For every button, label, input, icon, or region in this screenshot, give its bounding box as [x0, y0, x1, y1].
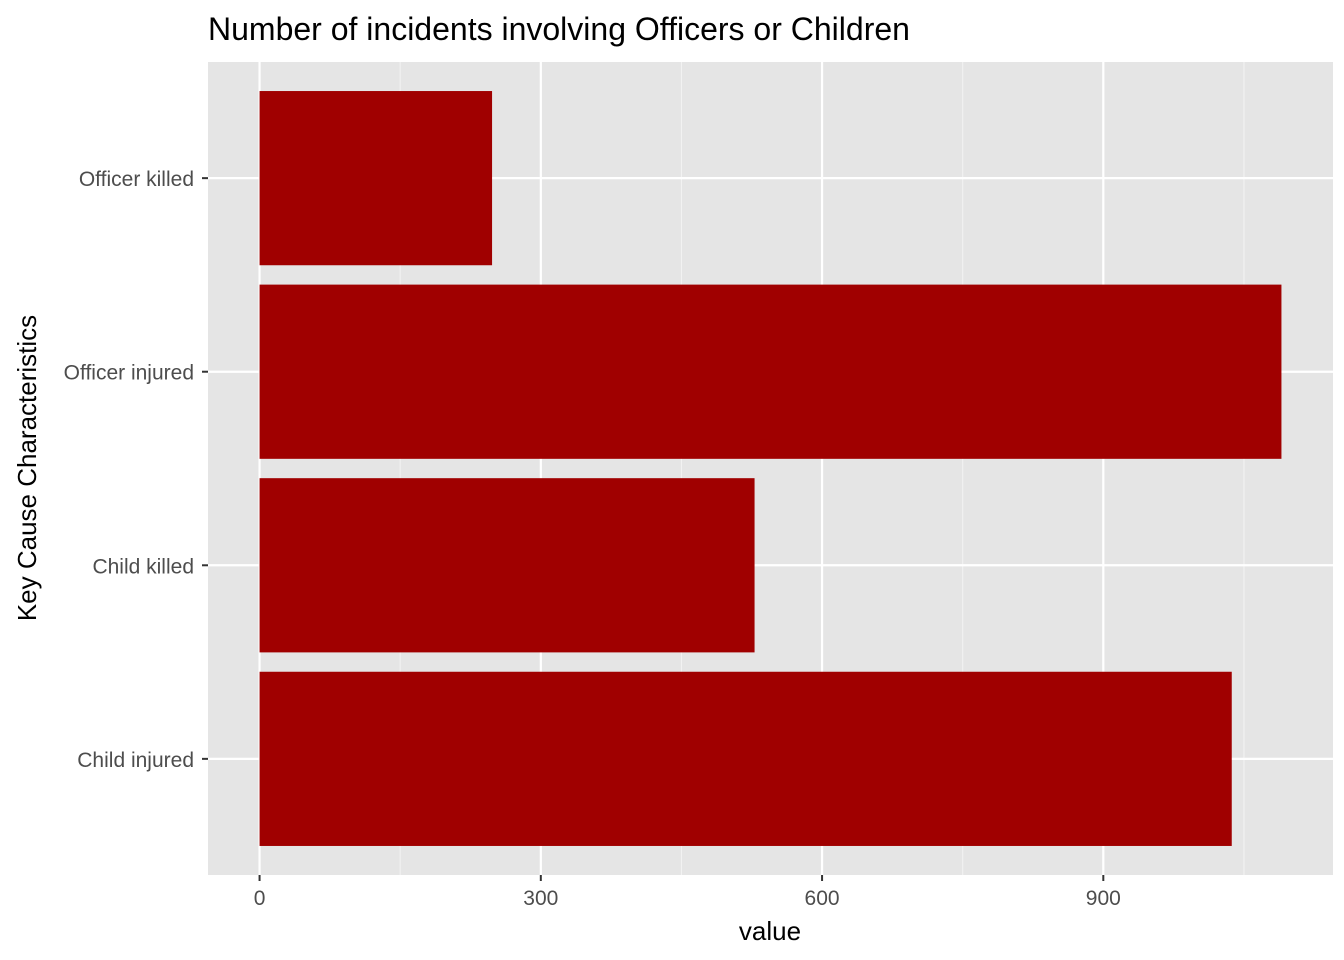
bar-officer-injured: [259, 284, 1282, 459]
bar-officer-killed: [259, 91, 493, 266]
y-tick-label: Child injured: [77, 749, 194, 772]
x-tick-label: 0: [254, 887, 266, 910]
bar-child-injured: [259, 671, 1232, 846]
bar-child-killed: [259, 478, 755, 653]
chart-title: Number of incidents involving Officers o…: [208, 11, 910, 47]
y-tick-label: Officer killed: [79, 168, 194, 191]
x-axis-title: value: [739, 916, 801, 946]
bars: [259, 91, 1282, 846]
y-axis-title: Key Cause Characteristics: [12, 315, 42, 621]
x-axis: 0 300 600 900: [254, 875, 1121, 910]
x-tick-label: 600: [805, 887, 840, 910]
x-tick-label: 300: [523, 887, 558, 910]
y-tick-label: Officer injured: [64, 362, 194, 385]
y-tick-label: Child killed: [92, 555, 194, 578]
y-axis: Child injured Child killed Officer injured…: [64, 168, 208, 772]
x-tick-label: 900: [1086, 887, 1121, 910]
